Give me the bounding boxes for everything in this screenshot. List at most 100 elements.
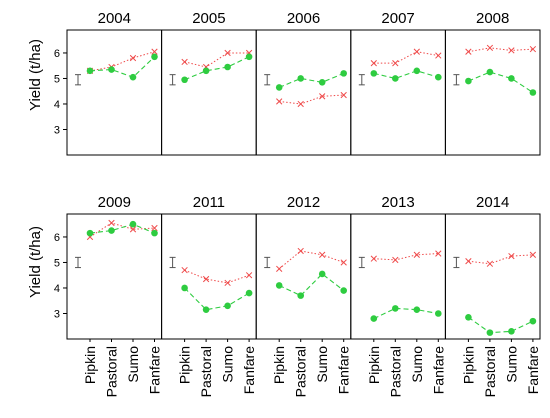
panel-title-2014: 2014 (476, 194, 509, 211)
green-point-2006-Sumo (318, 78, 326, 86)
x-tick-label-2012-Sumo: Sumo (314, 346, 330, 383)
x-tick-label-2014-Fanfare: Fanfare (525, 346, 541, 394)
green-point-2008-Pipkin (465, 77, 472, 85)
green-series-line-2009 (89, 223, 155, 234)
x-tick-label-2009-Pastoral: Pastoral (104, 346, 120, 397)
x-tick-label-2013-Pastoral: Pastoral (387, 346, 403, 397)
red-point-2014-Sumo (508, 252, 515, 260)
red-point-2012-Pipkin (276, 265, 283, 273)
x-tick-label-2013-Pipkin: Pipkin (366, 346, 382, 384)
y-tick-label-4: 4 (54, 99, 60, 111)
red-point-2008-Pipkin (465, 48, 472, 55)
red-series-line-2014 (468, 254, 533, 265)
panel-title-2007: 2007 (381, 10, 414, 27)
red-point-2009-Sumo (129, 226, 137, 233)
panel-title-2006: 2006 (287, 10, 320, 27)
green-point-2007-Sumo (413, 67, 421, 75)
red-point-2005-Sumo (224, 49, 231, 57)
red-point-2005-Pipkin (181, 58, 188, 66)
panel-frame-2008 (444, 29, 541, 156)
green-point-2012-Pipkin (275, 282, 283, 289)
green-point-2004-Pastoral (108, 66, 115, 73)
green-point-2008-Fanfare (529, 89, 537, 96)
y-axis-label-row2: Yield (t/ha) (27, 226, 44, 298)
green-point-2007-Pipkin (370, 70, 378, 77)
green-series-line-2006 (278, 72, 344, 88)
green-point-2009-Pipkin (86, 229, 94, 237)
green-point-2012-Fanfare (340, 287, 348, 294)
green-series-line-2012 (278, 273, 345, 297)
red-point-2008-Sumo (508, 47, 515, 54)
green-series-line-2004 (89, 56, 155, 78)
y-axis-label-row1: Yield (t/ha) (27, 39, 44, 111)
x-tick-label-2012-Pastoral: Pastoral (293, 346, 309, 397)
panel-title-2005: 2005 (192, 10, 225, 27)
red-point-2008-Pastoral (486, 44, 494, 52)
green-point-2012-Pastoral (297, 292, 305, 299)
red-point-2014-Pastoral (486, 260, 494, 267)
green-series-line-2008 (468, 71, 534, 93)
red-series-line-2013 (373, 253, 439, 261)
panel-title-2008: 2008 (476, 10, 509, 27)
x-tick-label-2014-Pastoral: Pastoral (482, 346, 498, 397)
red-series-line-2005 (184, 52, 250, 68)
y-tick-label-5: 5 (54, 257, 60, 269)
red-point-2007-Pastoral (392, 60, 399, 67)
y-tick-label-5: 5 (54, 73, 60, 85)
x-tick-label-2014-Sumo: Sumo (503, 346, 519, 383)
green-point-2011-Pastoral (202, 306, 210, 313)
red-point-2013-Pipkin (370, 255, 377, 262)
panel-title-2004: 2004 (98, 10, 131, 27)
panel-title-2012: 2012 (287, 194, 320, 211)
panel-title-2011: 2011 (193, 194, 225, 211)
panel-title-2009: 2009 (98, 194, 131, 211)
red-point-2012-Pastoral (297, 247, 304, 255)
panels-group: 2004 3 4 5 6 2005 2006 2007 2008 2009 3 4 5 6 Pipkin Pa… (54, 10, 541, 397)
panel-frame-2006 (255, 29, 352, 156)
red-point-2006-Pastoral (297, 100, 304, 108)
panel-frame-2009 (66, 213, 163, 340)
green-point-2008-Pastoral (486, 68, 494, 76)
red-series-line-2007 (373, 51, 439, 64)
x-tick-label-2009-Fanfare: Fanfare (147, 346, 163, 394)
red-point-2007-Sumo (413, 48, 420, 55)
red-point-2013-Sumo (413, 251, 420, 258)
x-tick-label-2014-Pipkin: Pipkin (460, 346, 476, 384)
red-point-2004-Fanfare (151, 48, 158, 55)
panel-frame-2004 (66, 29, 163, 156)
red-point-2006-Fanfare (340, 91, 347, 99)
green-point-2009-Pastoral (108, 227, 115, 234)
green-series-line-2007 (373, 70, 439, 80)
red-series-line-2011 (184, 269, 250, 284)
green-point-2004-Sumo (129, 73, 137, 81)
red-point-2012-Fanfare (340, 259, 347, 266)
green-point-2011-Sumo (224, 302, 231, 310)
red-point-2011-Sumo (224, 279, 231, 287)
red-point-2011-Fanfare (245, 272, 253, 279)
green-point-2006-Pastoral (297, 75, 305, 82)
green-point-2014-Pipkin (465, 314, 472, 321)
y-tick-label-3: 3 (54, 308, 60, 320)
green-point-2011-Fanfare (245, 289, 253, 297)
red-point-2011-Pastoral (202, 275, 210, 283)
x-tick-label-2012-Fanfare: Fanfare (336, 346, 352, 394)
green-point-2004-Fanfare (151, 53, 158, 61)
x-tick-label-2009-Sumo: Sumo (125, 346, 141, 383)
panel-frame-2012 (255, 213, 352, 340)
panel-frame-2013 (350, 213, 446, 340)
green-point-2006-Fanfare (340, 70, 348, 77)
red-series-line-2012 (278, 250, 344, 270)
green-point-2014-Pastoral (486, 329, 494, 336)
green-point-2013-Pipkin (370, 315, 378, 322)
red-point-2009-Fanfare (151, 224, 158, 232)
x-tick-label-2012-Pipkin: Pipkin (271, 346, 287, 384)
green-point-2009-Sumo (129, 220, 137, 228)
x-tick-label-2011-Pastoral: Pastoral (198, 346, 214, 397)
red-point-2006-Pipkin (276, 98, 283, 105)
red-series-line-2006 (279, 94, 344, 105)
green-point-2009-Fanfare (151, 229, 158, 237)
red-point-2014-Fanfare (529, 251, 537, 258)
red-point-2013-Pastoral (392, 256, 399, 264)
